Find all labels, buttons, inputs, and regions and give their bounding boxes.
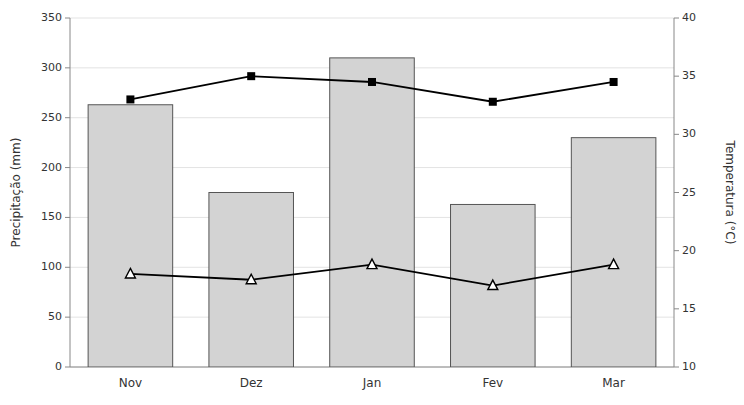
grid-line	[70, 18, 674, 19]
marker-square	[610, 78, 618, 86]
line	[130, 76, 613, 102]
x-tick-label: Jan	[362, 376, 382, 390]
y2-tick-label: 25	[682, 186, 696, 199]
y-tick	[65, 117, 70, 118]
y-tick-label: 300	[41, 61, 62, 74]
bar	[571, 138, 656, 367]
y2-tick-label: 30	[682, 127, 696, 140]
y2-tick-label: 35	[682, 69, 696, 82]
marker-triangle	[246, 274, 256, 284]
y-tick-label: 250	[41, 111, 62, 124]
y-axis-line	[70, 18, 71, 367]
bar	[209, 193, 294, 368]
y-axis-label: Precipitação (mm)	[9, 138, 23, 248]
y-tick-label: 50	[48, 310, 62, 323]
y2-tick	[674, 134, 679, 135]
x-tick-label: Mar	[602, 376, 625, 390]
marks	[88, 58, 656, 367]
y-tick-label: 200	[41, 161, 62, 174]
y-tick	[65, 18, 70, 19]
y2-tick-label: 15	[682, 302, 696, 315]
y-tick-label: 150	[41, 210, 62, 223]
marker-triangle	[125, 268, 135, 278]
y2-tick	[674, 250, 679, 251]
chart-container: 0 50 100 150 200 250 300 350 10 15 20 25 30 35 40 Nov De…	[0, 0, 744, 405]
y-tick	[65, 317, 70, 318]
y2-tick	[674, 308, 679, 309]
bar	[88, 105, 173, 367]
marker-square	[247, 72, 255, 80]
y-tick	[65, 167, 70, 168]
marker-square	[126, 95, 134, 103]
y2-tick-label: 20	[682, 244, 696, 257]
grid	[70, 18, 674, 367]
marker-triangle	[609, 259, 619, 269]
chart: 0 50 100 150 200 250 300 350 10 15 20 25 30 35 40 Nov De…	[0, 0, 744, 405]
y-tick	[65, 267, 70, 268]
y2-tick	[674, 76, 679, 77]
bar	[330, 58, 415, 367]
marker-triangle	[367, 259, 377, 269]
x-tick-label: Nov	[119, 376, 142, 390]
y-tick	[65, 217, 70, 218]
y-tick-label: 100	[41, 260, 62, 273]
y-tick-label: 350	[41, 11, 62, 24]
y-tick-label: 0	[55, 360, 62, 373]
y2-tick	[674, 18, 679, 19]
marker-square	[489, 98, 497, 106]
y2-tick	[674, 192, 679, 193]
y-tick	[65, 67, 70, 68]
bar	[451, 204, 536, 367]
axes: 0 50 100 150 200 250 300 350 10 15 20 25 30 35 40 Nov De…	[41, 11, 696, 390]
x-tick-label: Dez	[240, 376, 263, 390]
x-tick-label: Fev	[482, 376, 503, 390]
y-tick	[65, 367, 70, 368]
y2-tick-label: 10	[682, 360, 696, 373]
marker-square	[368, 78, 376, 86]
y2-tick-label: 40	[682, 11, 696, 24]
y2-axis-label: Temperatura (°C)	[723, 140, 737, 245]
y2-tick	[674, 367, 679, 368]
marker-triangle	[488, 280, 498, 290]
